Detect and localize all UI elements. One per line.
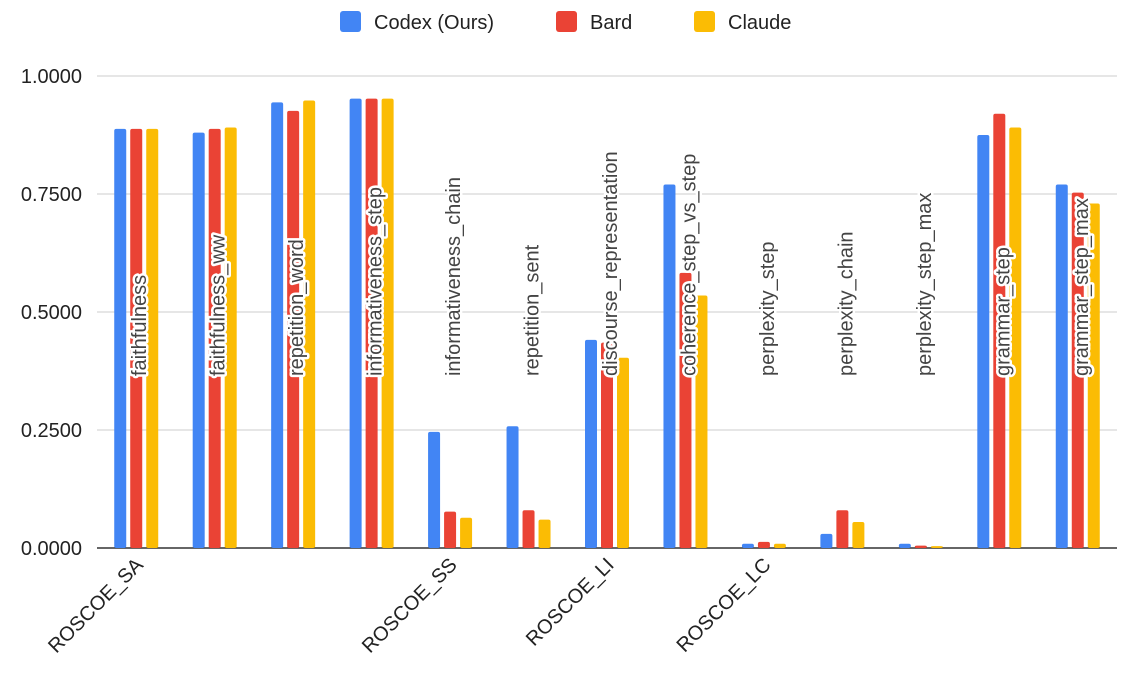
bar-bard-grammar-step-max <box>1071 192 1084 549</box>
legend-swatch-codex-ours <box>340 11 361 32</box>
category-label-informativeness-step: informativeness_step <box>365 187 387 376</box>
bar-labels: faithfulness faithfulness_ww repetition_wo… <box>127 149 1096 379</box>
bar-claude-informativeness-chain <box>460 517 473 548</box>
bar-bard-grammar-step <box>993 113 1006 548</box>
x-axis-label-roscoe-sa: ROSCOE_SA <box>44 554 148 658</box>
legend: Codex (Ours) Bard Claude <box>340 11 791 34</box>
category-label-grammar-step-max: grammar_step_max <box>1071 198 1093 376</box>
bar-codex-ours-discourse-representation <box>585 339 597 548</box>
bar-claude-perplexity-step <box>773 543 786 548</box>
x-axis-label-roscoe-ss: ROSCOE_SS <box>358 554 462 658</box>
category-label-repetition-sent: repetition_sent <box>522 244 544 376</box>
legend-swatch-bard <box>556 11 577 32</box>
y-tick-label: 0.0000 <box>21 538 82 560</box>
bar-codex-ours-perplexity-step-max <box>898 543 911 548</box>
category-label-discourse-representation: discourse_representation <box>600 151 622 376</box>
category-label-faithfulness: faithfulness <box>129 275 151 376</box>
bar-bard-faithfulness-ww <box>208 128 221 548</box>
legend-label-bard: Bard <box>590 12 632 34</box>
bar-claude-repetition-word <box>303 100 316 548</box>
category-label-grammar-step: grammar_step <box>992 247 1014 376</box>
bar-claude-discourse-representation <box>617 357 629 548</box>
y-tick-label: 0.5000 <box>21 302 82 324</box>
bar-claude-grammar-step <box>1009 127 1022 548</box>
y-axis-ticks: 0.0000 0.2500 0.5000 0.7500 1.0000 <box>21 66 82 560</box>
x-axis-label-roscoe-li: ROSCOE_LI <box>522 554 619 651</box>
bar-codex-ours-grammar-step <box>977 135 990 548</box>
bar-bard-repetition-word <box>287 110 300 548</box>
bar-bard-perplexity-chain <box>836 510 849 548</box>
y-tick-label: 0.2500 <box>21 420 82 442</box>
category-label-perplexity-step: perplexity_step <box>757 241 779 376</box>
category-label-perplexity-chain: perplexity_chain <box>835 231 857 376</box>
bar-bard-faithfulness <box>130 128 143 548</box>
category-label-perplexity-step-max: perplexity_step_max <box>914 193 936 376</box>
bar-codex-ours-repetition-word <box>271 102 284 548</box>
bar-bard-discourse-representation <box>601 342 613 548</box>
category-label-coherence-step-vs-step: coherence_step_vs_step <box>678 154 700 376</box>
category-label-repetition-word: repetition_word <box>286 239 308 376</box>
bar-claude-coherence-step-vs-step <box>695 295 708 548</box>
bar-claude-perplexity-step-max <box>930 546 943 548</box>
bar-claude-perplexity-chain <box>852 522 865 548</box>
legend-label-claude: Claude <box>728 12 791 34</box>
bar-codex-ours-faithfulness-ww <box>192 132 205 548</box>
bar-codex-ours-grammar-step-max <box>1055 184 1068 548</box>
y-tick-label: 0.7500 <box>21 184 82 206</box>
bars <box>114 98 1100 549</box>
bar-bard-perplexity-step-max <box>914 545 927 548</box>
bar-claude-faithfulness-ww <box>224 127 237 548</box>
bar-claude-informativeness-step <box>381 98 394 548</box>
bar-codex-ours-perplexity-chain <box>820 533 833 548</box>
bar-bard-informativeness-chain <box>444 511 457 548</box>
bar-bard-perplexity-step <box>757 541 770 548</box>
bar-claude-repetition-sent <box>538 519 551 548</box>
bar-codex-ours-informativeness-chain <box>428 431 441 548</box>
bar-codex-ours-faithfulness <box>114 128 127 548</box>
legend-swatch-claude <box>694 11 715 32</box>
bar-claude-grammar-step-max <box>1087 203 1100 548</box>
bar-bard-repetition-sent <box>522 510 535 548</box>
x-axis-labels: ROSCOE_SA ROSCOE_SS ROSCOE_LI ROSCOE_LC <box>44 554 775 658</box>
bar-bard-informativeness-step <box>365 98 378 548</box>
legend-label-codex-ours: Codex (Ours) <box>374 12 494 34</box>
bar-codex-ours-perplexity-step <box>741 543 754 548</box>
bar-codex-ours-repetition-sent <box>506 426 519 548</box>
y-tick-label: 1.0000 <box>21 66 82 88</box>
category-label-faithfulness-ww: faithfulness_ww <box>208 234 230 376</box>
bar-codex-ours-informativeness-step <box>349 98 362 548</box>
x-axis-label-roscoe-lc: ROSCOE_LC <box>673 554 776 657</box>
bar-codex-ours-coherence-step-vs-step <box>663 184 676 548</box>
category-label-informativeness-chain: informativeness_chain <box>443 177 465 376</box>
bar-bard-coherence-step-vs-step <box>679 272 692 548</box>
bar-claude-faithfulness <box>146 128 159 548</box>
